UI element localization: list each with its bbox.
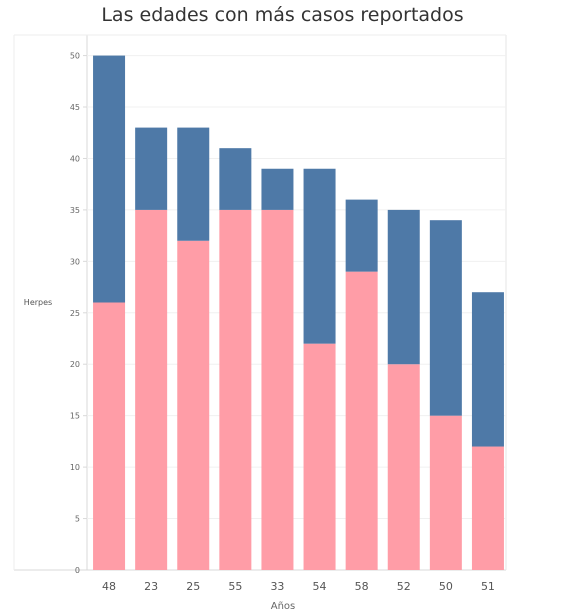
bar-segment-upper[interactable]: [345, 199, 378, 272]
y-tick-label: 45: [70, 103, 80, 112]
x-axis-title: Años: [271, 601, 296, 612]
bar-segment-upper[interactable]: [219, 148, 252, 210]
x-tick-label: 52: [397, 580, 411, 593]
y-tick-label: 20: [70, 360, 80, 369]
x-tick-label: 58: [355, 580, 369, 593]
x-tick-label: 25: [186, 580, 200, 593]
bar-segment-upper[interactable]: [261, 168, 294, 210]
x-tick-label: 50: [439, 580, 453, 593]
bar-segment-upper[interactable]: [177, 127, 210, 241]
y-tick-label: 15: [70, 412, 80, 421]
bar-segment-lower[interactable]: [135, 209, 168, 570]
bar-segment-upper[interactable]: [471, 292, 504, 447]
bar-segment-lower[interactable]: [471, 446, 504, 570]
x-tick-label: 51: [481, 580, 495, 593]
y-axis-title: Herpes: [24, 298, 52, 307]
bar-segment-lower[interactable]: [303, 343, 336, 570]
bar-segment-lower[interactable]: [429, 415, 462, 570]
y-tick-label: 0: [75, 566, 80, 575]
x-tick-label: 54: [313, 580, 327, 593]
bar-segment-lower[interactable]: [345, 271, 378, 570]
bar-segment-lower[interactable]: [93, 302, 126, 571]
y-tick-label: 35: [70, 206, 80, 215]
y-tick-label: 25: [70, 309, 80, 318]
bar-segment-lower[interactable]: [219, 209, 252, 570]
chart-title: Las edades con más casos reportados: [101, 4, 464, 26]
y-tick-label: 10: [70, 463, 80, 472]
x-tick-label: 55: [228, 580, 242, 593]
y-tick-label: 5: [75, 515, 80, 524]
x-tick-label: 33: [270, 580, 284, 593]
y-tick-label: 40: [70, 154, 80, 163]
x-tick-label: 48: [102, 580, 116, 593]
bar-segment-upper[interactable]: [387, 209, 420, 365]
y-tick-label: 50: [70, 52, 80, 61]
bar-segment-upper[interactable]: [303, 168, 336, 344]
bar-segment-upper[interactable]: [135, 127, 168, 210]
bar-segment-upper[interactable]: [93, 55, 126, 303]
bar-segment-lower[interactable]: [177, 240, 210, 570]
x-tick-label: 23: [144, 580, 158, 593]
bar-segment-lower[interactable]: [261, 209, 294, 570]
y-tick-label: 30: [70, 257, 80, 266]
bar-segment-lower[interactable]: [387, 364, 420, 570]
bar-segment-upper[interactable]: [429, 220, 462, 416]
